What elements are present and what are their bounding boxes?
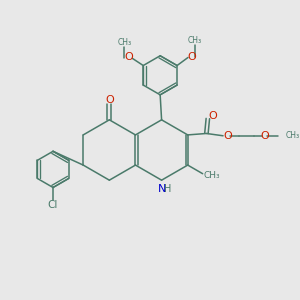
Text: O: O (188, 52, 196, 62)
Text: O: O (223, 131, 232, 141)
Text: CH₃: CH₃ (188, 36, 202, 45)
Text: CH₃: CH₃ (285, 131, 299, 140)
Text: Cl: Cl (48, 200, 58, 210)
Text: CH₃: CH₃ (117, 38, 131, 47)
Text: O: O (260, 131, 269, 141)
Text: N: N (158, 184, 166, 194)
Text: H: H (164, 184, 172, 194)
Text: O: O (105, 95, 114, 105)
Text: O: O (208, 111, 217, 121)
Text: CH₃: CH₃ (203, 171, 220, 180)
Text: O: O (124, 52, 133, 62)
